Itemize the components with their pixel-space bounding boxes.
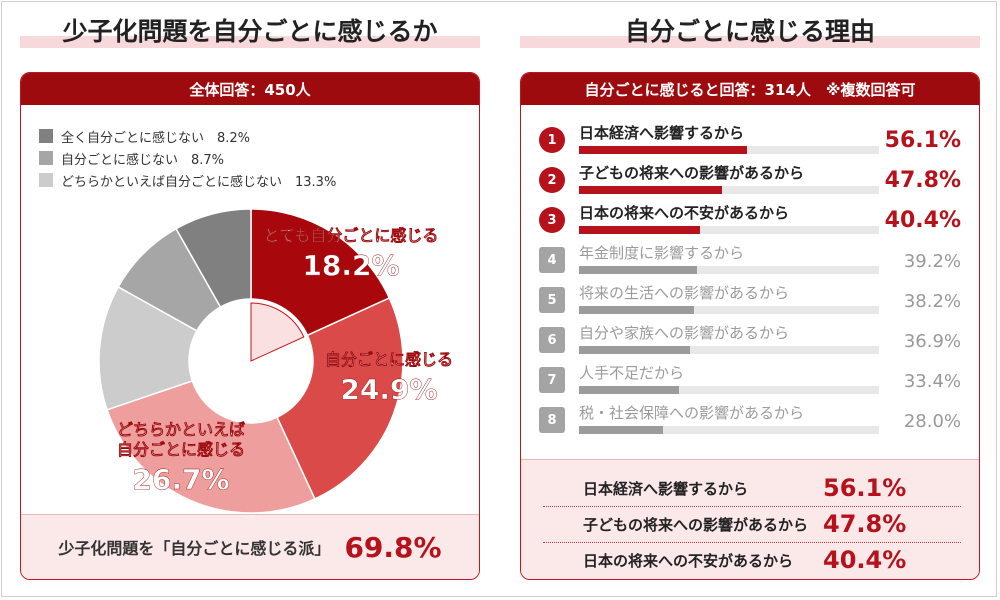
bar-value: 36.9% (903, 331, 961, 352)
bar-track (579, 146, 879, 154)
rank-badge: 5 (539, 287, 565, 313)
overall-panel: 全体回答：450人 全く自分ごとに感じない 8.2% 自分ごとに感じない 8.7%… (20, 72, 480, 580)
bar-fill (579, 226, 701, 234)
slice-label: 自分ごとに感じる (325, 350, 453, 369)
bar-track (579, 186, 879, 194)
slice-label: どちらかといえば (117, 420, 245, 439)
bar-value: 40.4% (884, 208, 961, 233)
slice-value: 18.2% (302, 249, 399, 282)
top3-row-3: 日本の将来への不安があるから 40.4% (543, 542, 961, 578)
bar-row: 6 自分や家族への影響があるから 36.9% (539, 321, 961, 361)
slice-value: 24.9% (340, 373, 437, 406)
reasons-panel: 自分ごとに感じると回答：314人 ※複数回答可 1 日本経済へ影響するから 56.1… (520, 72, 980, 580)
bar-track (579, 386, 879, 394)
pie-slice (175, 208, 252, 309)
top3-row-2: 子どもの将来への影響があるから 47.8% (543, 506, 961, 543)
rank-badge: 3 (539, 207, 565, 233)
summary-label: 少子化問題を「自分ごとに感じる派」 (58, 539, 331, 558)
bar-row: 7 人手不足だから 33.4% (539, 361, 961, 401)
bar-label: 年金制度に影響するから (579, 244, 745, 262)
bar-track (579, 306, 879, 314)
bar-fill (579, 266, 697, 274)
bar-fill (579, 386, 680, 394)
top3-label-1: 日本経済へ影響するから (583, 479, 749, 498)
bar-track (579, 266, 879, 274)
pie-slice (276, 297, 404, 500)
right-section-title: 自分ごとに感じる理由 (520, 12, 980, 48)
bar-row: 1 日本経済へ影響するから 56.1% (539, 121, 961, 161)
rank-badge: 7 (539, 367, 565, 393)
top3-value-1: 56.1% (823, 474, 907, 502)
center-highlight (250, 302, 305, 362)
legend-label: 全く自分ごとに感じない 8.2% (61, 130, 251, 146)
summary-value: 69.8% (344, 530, 442, 564)
top3-row-1: 日本経済へ影響するから 56.1% (543, 470, 961, 507)
bar-label: 子どもの将来への影響があるから (579, 164, 805, 182)
pie-slice (106, 379, 316, 514)
rank-badge: 6 (539, 327, 565, 353)
bar-value: 56.1% (884, 128, 961, 153)
bar-fill (579, 346, 690, 354)
bar-label: 日本経済へ影響するから (579, 124, 745, 142)
bar-track (579, 426, 879, 434)
bar-value: 39.2% (903, 251, 961, 272)
bar-label: 自分や家族への影響があるから (579, 324, 790, 342)
legend-item: どちらかといえば自分ごとに感じない 13.3% (39, 169, 336, 191)
slice-label: とても自分ごとに感じる (264, 226, 439, 245)
legend-item: 自分ごとに感じない 8.7% (39, 147, 336, 169)
summary-box: 少子化問題を「自分ごとに感じる派」 69.8% (21, 514, 479, 579)
bar-value: 33.4% (903, 371, 961, 392)
bar-label: 人手不足だから (579, 364, 685, 382)
bar-label: 日本の将来への不安があるから (579, 204, 790, 222)
pie-legend: 全く自分ごとに感じない 8.2% 自分ごとに感じない 8.7% どちらかといえば自分… (39, 125, 336, 191)
rank-badge: 1 (539, 127, 565, 153)
bar-fill (579, 186, 723, 194)
legend-swatch (39, 173, 53, 187)
bar-fill (579, 146, 748, 154)
bar-row: 4 年金制度に影響するから 39.2% (539, 241, 961, 281)
top3-label-3: 日本の将来への不安があるから (583, 551, 794, 570)
bar-row: 8 税・社会保障への影響があるから 28.0% (539, 401, 961, 441)
legend-swatch (39, 151, 53, 165)
bar-label: 将来の生活への影響があるから (579, 284, 790, 302)
bar-row: 2 子どもの将来への影響があるから 47.8% (539, 161, 961, 201)
legend-swatch (39, 129, 53, 143)
rank-badge: 4 (539, 247, 565, 273)
bar-fill (579, 426, 663, 434)
legend-item: 全く自分ごとに感じない 8.2% (39, 125, 336, 147)
left-section-title: 少子化問題を自分ごとに感じるか (20, 12, 480, 48)
bar-row: 3 日本の将来への不安があるから 40.4% (539, 201, 961, 241)
top3-summary: 日本経済へ影響するから 56.1% 子どもの将来への影響があるから 47.8% … (521, 459, 979, 579)
reasons-panel-header: 自分ごとに感じると回答：314人 ※複数回答可 (521, 73, 979, 105)
bar-row: 5 将来の生活への影響があるから 38.2% (539, 281, 961, 321)
overall-panel-header: 全体回答：450人 (21, 73, 479, 105)
bar-value: 47.8% (884, 168, 961, 193)
bar-track (579, 226, 879, 234)
legend-label: 自分ごとに感じない 8.7% (61, 152, 225, 168)
pie-slice (250, 208, 391, 337)
bar-track (579, 346, 879, 354)
bar-value: 28.0% (903, 411, 961, 432)
rank-badge: 8 (539, 407, 565, 433)
legend-label: どちらかといえば自分ごとに感じない 13.3% (61, 174, 337, 190)
rank-badge: 2 (539, 167, 565, 193)
bar-fill (579, 306, 694, 314)
slice-value: 26.7% (132, 463, 229, 496)
top3-value-2: 47.8% (823, 510, 907, 538)
top3-value-3: 40.4% (823, 546, 907, 574)
top3-label-2: 子どもの将来への影響があるから (583, 515, 809, 534)
pie-chart: とても自分ごとに感じる18.2%自分ごとに感じる24.9%どちらかといえば自分ご… (98, 208, 453, 514)
bar-value: 38.2% (903, 291, 961, 312)
bar-label: 税・社会保障への影響があるから (579, 404, 805, 422)
slice-label: 自分ごとに感じる (117, 440, 245, 459)
